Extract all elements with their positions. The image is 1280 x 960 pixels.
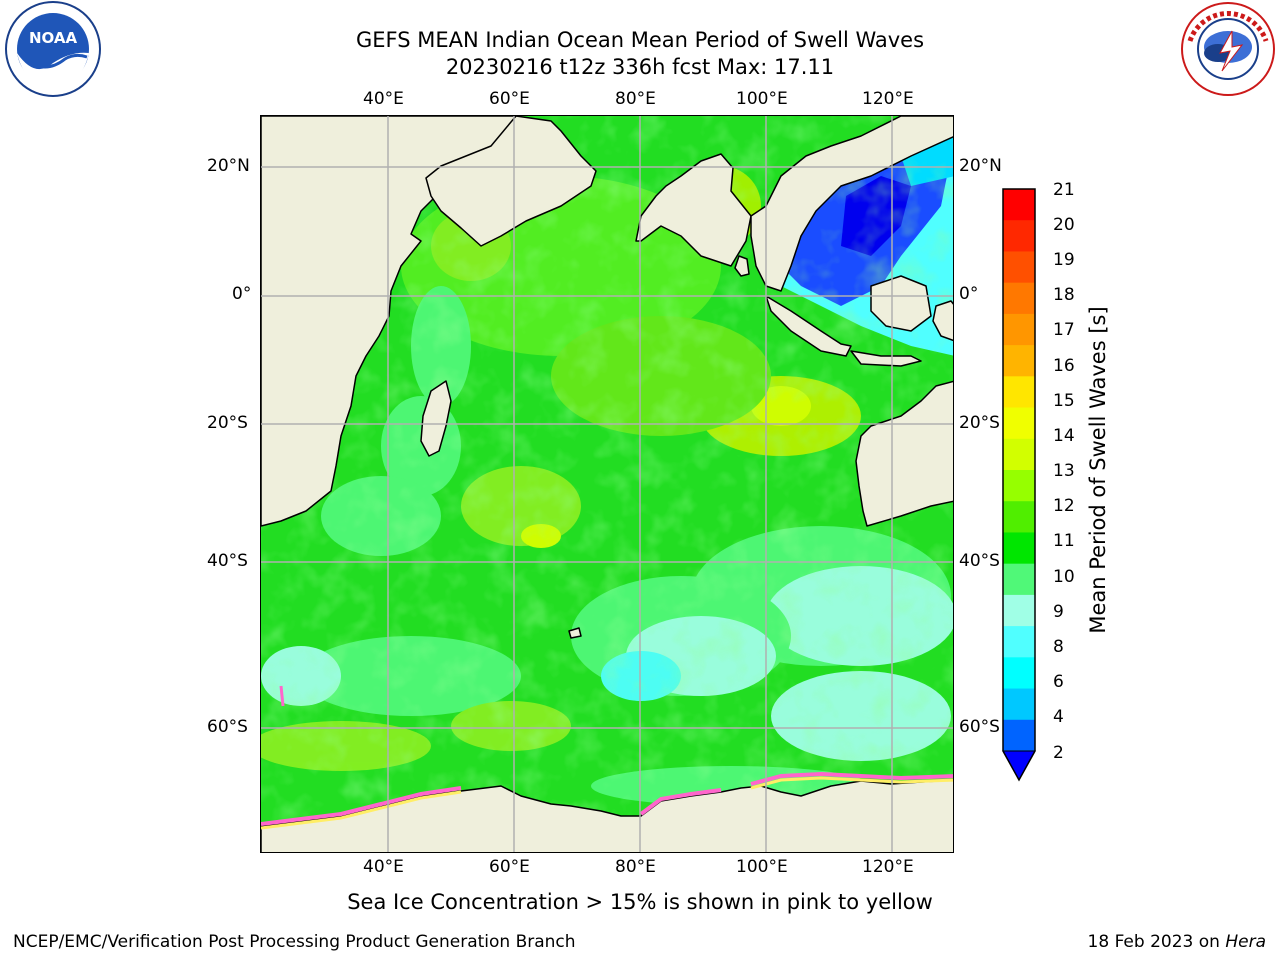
colorbar-tick-label: 20 [1053,215,1075,235]
lat-label-left: 40°S [207,551,248,571]
lon-label-bottom: 100°E [736,857,788,877]
colorbar-tick-label: 8 [1053,637,1064,657]
colorbar-swatch [1003,438,1035,471]
colorbar-swatch [1003,345,1035,377]
lat-label-left: 60°S [207,717,248,737]
colorbar-swatch [1003,501,1035,533]
colorbar-swatch [1003,719,1035,752]
colorbar-swatch [1003,407,1035,440]
colorbar-swatch [1003,532,1035,565]
colorbar-tick-label: 6 [1053,672,1064,692]
colorbar-swatch [1003,470,1035,502]
colorbar-tick-label: 19 [1053,250,1075,270]
lat-label-right: 0° [959,284,979,304]
colorbar-tick-label: 15 [1053,391,1075,411]
lat-label-left: 0° [232,284,252,304]
lat-label-right: 20°N [959,156,1002,176]
colorbar-swatch [1003,282,1035,315]
lat-label-right: 40°S [959,551,1000,571]
colorbar-tick-label: 21 [1053,180,1075,200]
colorbar-swatch [1003,189,1035,221]
colorbar-extend-arrow [1002,750,1036,782]
lon-label-top: 120°E [862,89,914,109]
nws-logo [1180,1,1276,97]
colorbar-tick-label: 2 [1053,743,1064,763]
lon-label-top: 100°E [736,89,788,109]
colorbar-swatch [1003,313,1035,346]
colorbar-tick-label: 11 [1053,531,1075,551]
colorbar-swatch [1003,376,1035,409]
lat-label-left: 20°S [207,413,248,433]
colorbar-swatch [1003,251,1035,284]
colorbar-tick-label: 13 [1053,461,1075,481]
colorbar-tick-label: 14 [1053,426,1075,446]
sea-ice-note: Sea Ice Concentration > 15% is shown in … [347,890,933,914]
swell-period-map [260,115,954,853]
colorbar-tick-label: 10 [1053,567,1075,587]
svg-text:NOAA: NOAA [29,29,78,47]
lon-label-top: 40°E [363,89,404,109]
lon-label-top: 60°E [489,89,530,109]
lat-label-right: 60°S [959,717,1000,737]
colorbar-swatch [1003,626,1035,658]
chart-subtitle-run: 20230216 t12z 336h fcst Max: 17.11 [445,55,835,79]
lat-label-left: 20°N [207,156,250,176]
lon-label-bottom: 80°E [615,857,656,877]
footer-machine: Hera [1225,932,1266,952]
colorbar-tick-label: 16 [1053,356,1075,376]
colorbar-swatch [1003,657,1035,690]
lat-label-right: 20°S [959,413,1000,433]
chart-title: GEFS MEAN Indian Ocean Mean Period of Sw… [355,28,925,52]
lon-label-bottom: 40°E [363,857,404,877]
colorbar-tick-label: 18 [1053,285,1075,305]
lon-label-top: 80°E [615,89,656,109]
colorbar-swatch [1003,688,1035,721]
colorbar-swatch [1003,220,1035,252]
sea-ice-fringe [261,685,953,830]
colorbar-swatch [1003,594,1035,627]
colorbar-swatch [1003,563,1035,596]
lon-label-bottom: 120°E [862,857,914,877]
colorbar-tick-label: 12 [1053,496,1075,516]
colorbar-tick-label: 9 [1053,602,1064,622]
lon-label-bottom: 60°E [489,857,530,877]
colorbar [1002,188,1036,788]
noaa-logo: NOAA [5,1,101,97]
footer-date: 18 Feb 2023 on Hera [1087,932,1266,952]
colorbar-tick-label: 4 [1053,707,1064,727]
graticule [261,116,953,852]
colorbar-tick-label: 17 [1053,320,1075,340]
footer-credit: NCEP/EMC/Verification Post Processing Pr… [13,932,576,952]
